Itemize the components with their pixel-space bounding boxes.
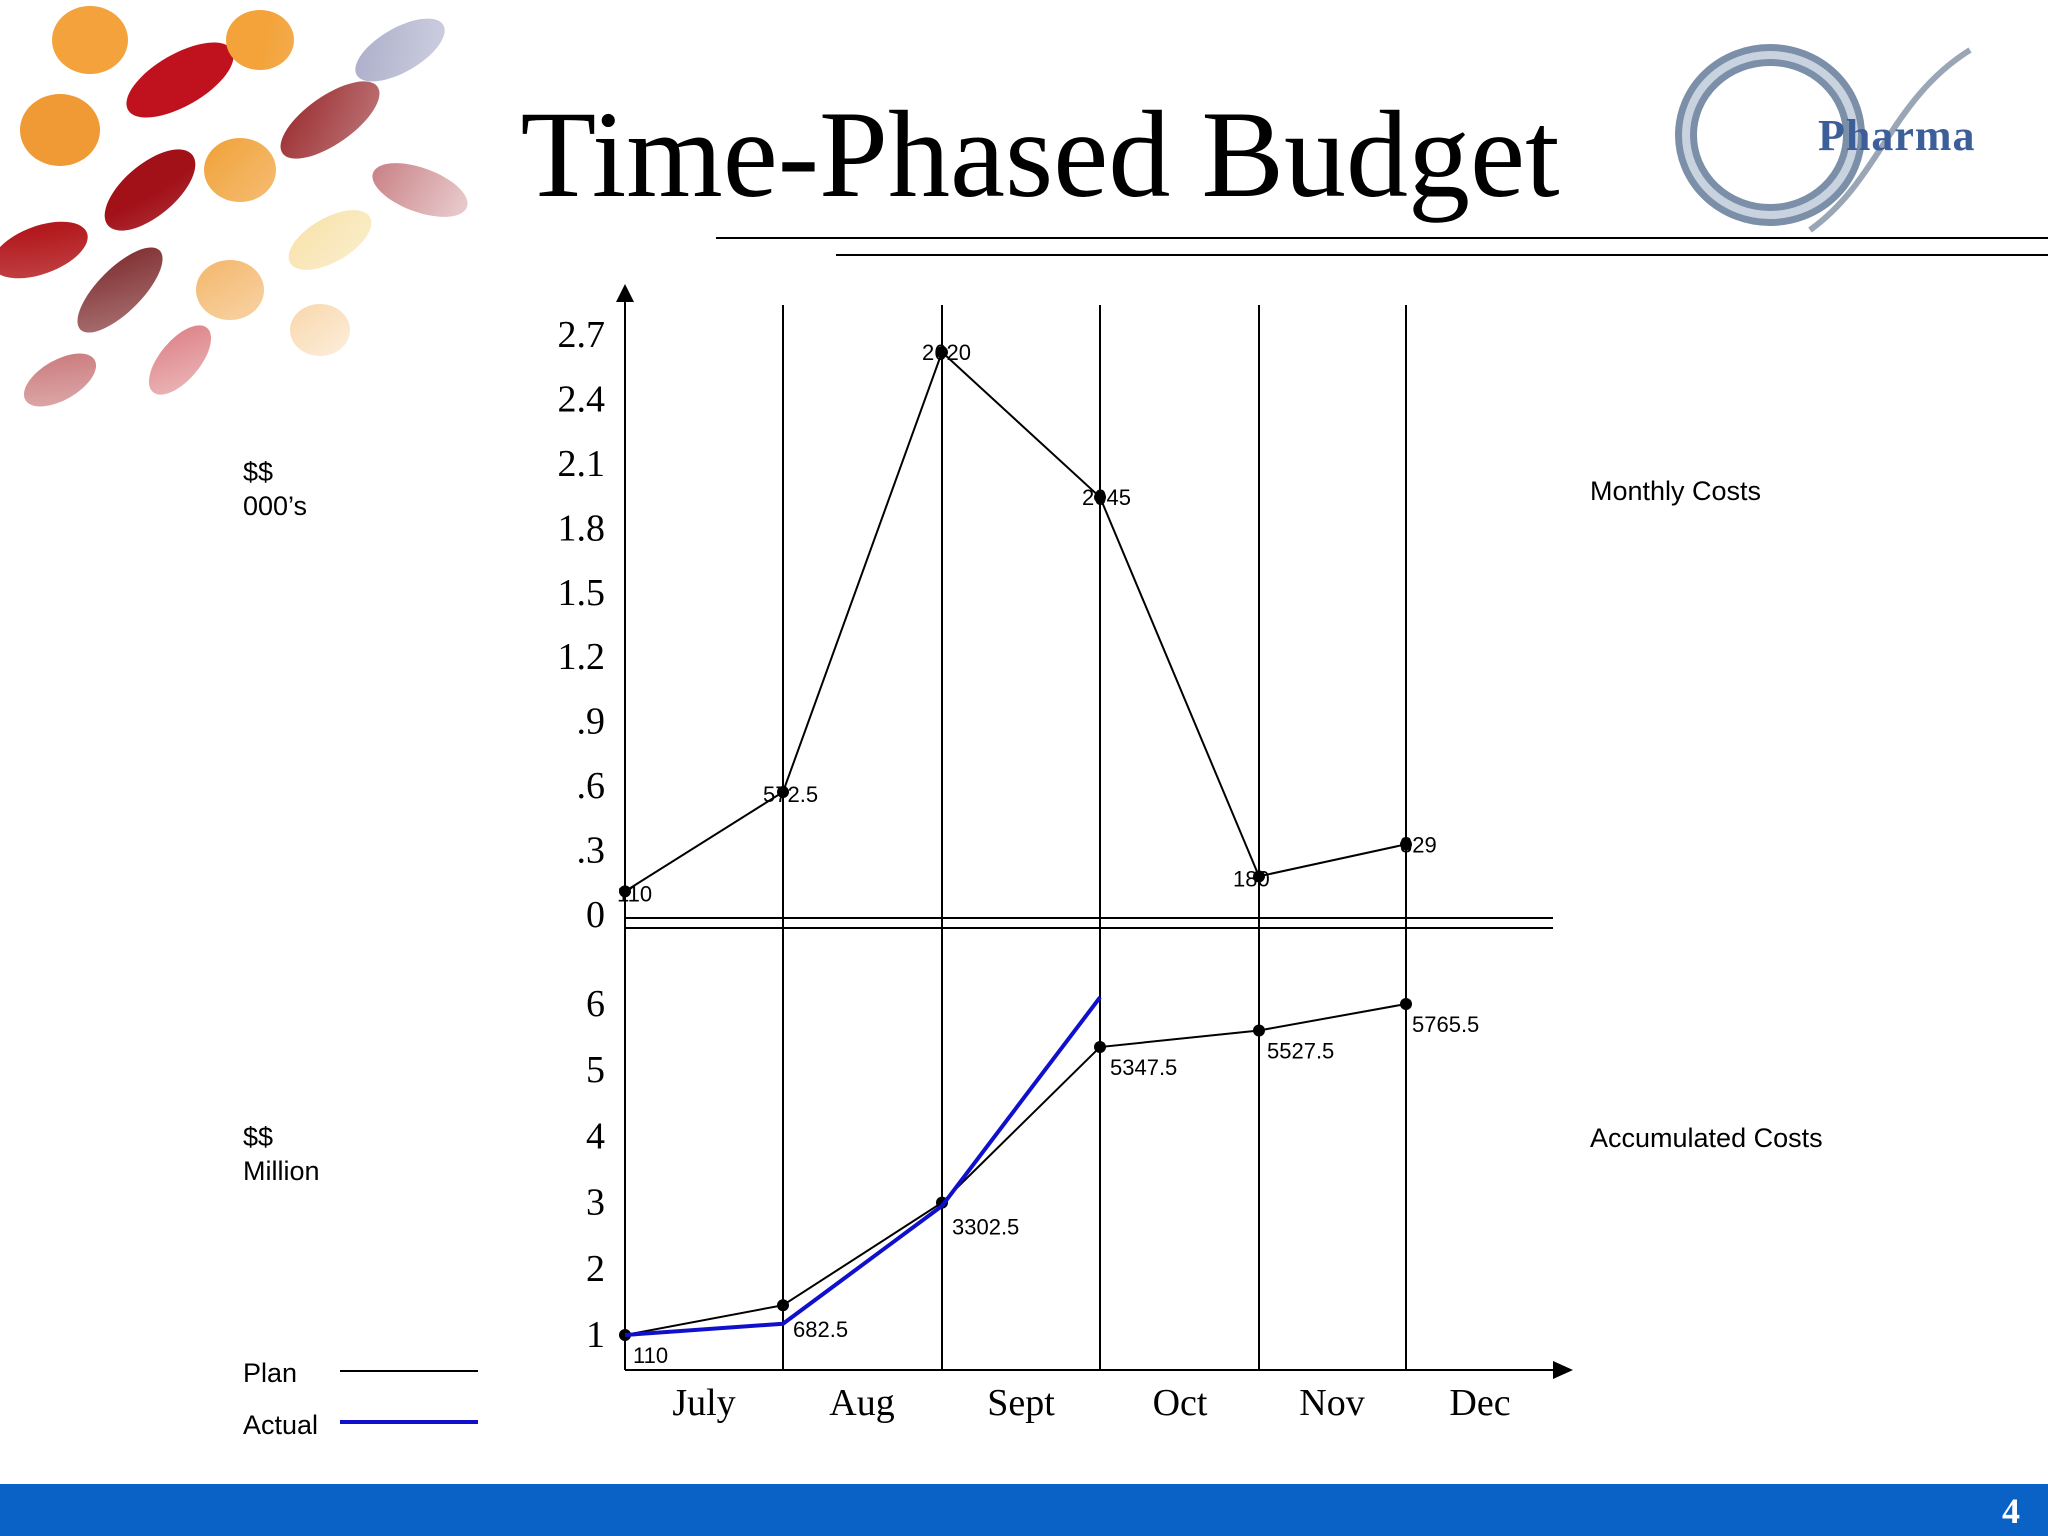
y-tick-label-monthly: 2.7: [558, 314, 606, 356]
top-unit-line-1: $$: [243, 457, 274, 487]
y-tick-label-accumulated: 6: [586, 983, 605, 1025]
monthly-plan-point: [1094, 491, 1106, 504]
accumulated-data-label: 5765.5: [1412, 1012, 1479, 1037]
y-axis-arrow: [616, 284, 634, 302]
x-category-label: Oct: [1153, 1382, 1208, 1424]
bottom-unit-line-1: $$: [243, 1122, 274, 1152]
accumulated-costs-label: Accumulated Costs: [1590, 1123, 1823, 1153]
page-number: 4: [2002, 1491, 2020, 1531]
title-rule-bottom: [836, 254, 2048, 256]
y-tick-label-monthly: 1.8: [558, 507, 606, 549]
x-category-label: Dec: [1449, 1382, 1510, 1424]
top-unit-line-2: 000’s: [243, 491, 308, 521]
x-category-label: Nov: [1299, 1382, 1364, 1424]
y-tick-label-accumulated: 1: [586, 1314, 605, 1356]
monthly-plan-point: [777, 786, 789, 799]
accumulated-plan-line: [624, 1003, 1407, 1336]
bottom-unit-label: $$ Million: [243, 1120, 320, 1188]
monthly-plan-line: [624, 350, 1407, 893]
x-category-label: Aug: [829, 1382, 894, 1424]
pills-image: [0, 0, 600, 520]
y-tick-label-accumulated: 2: [586, 1248, 605, 1290]
legend-actual-line: [340, 1420, 478, 1424]
monthly-plan-point: [619, 885, 631, 898]
monthly-data-label: 2620: [922, 340, 971, 365]
y-tick-label-monthly: .6: [577, 765, 606, 807]
y-tick-label-monthly: 0: [586, 894, 605, 936]
y-tick-label-accumulated: 5: [586, 1049, 605, 1091]
accumulated-data-label: 3302.5: [952, 1215, 1019, 1240]
y-tick-label-monthly: 1.2: [558, 636, 606, 678]
monthly-plan-point: [1253, 870, 1265, 883]
accumulated-data-label: 5527.5: [1267, 1038, 1334, 1063]
accumulated-data-label: 682.5: [793, 1317, 848, 1342]
accumulated-actual-line: [624, 996, 1102, 1337]
time-phased-chart: 0 .3 .6 .9 1.2 1.5 1.8 2.1 2.4 2.7 1 2 3 4 5 6 July Aug Se…: [558, 284, 1573, 1424]
monthly-data-label: 572.5: [763, 782, 818, 807]
monthly-data-label: 180: [1233, 866, 1270, 891]
slide-title: Time-Phased Budget: [520, 86, 1560, 223]
y-tick-label-monthly: .9: [577, 701, 606, 743]
logo-text: Pharma: [1818, 111, 1976, 160]
monthly-data-label: 110: [617, 881, 652, 906]
x-axis-arrow: [1553, 1361, 1573, 1379]
top-unit-label: $$ 000’s: [243, 455, 307, 523]
y-tick-label-accumulated: 3: [586, 1182, 605, 1224]
x-category-label: Sept: [987, 1382, 1055, 1424]
monthly-plan-point: [936, 346, 948, 359]
y-tick-label-monthly: .3: [577, 830, 606, 872]
legend-actual-label: Actual: [243, 1410, 319, 1440]
y-tick-label-monthly: 1.5: [558, 572, 606, 614]
y-tick-label-accumulated: 4: [586, 1115, 605, 1157]
accumulated-plan-point: [1253, 1024, 1265, 1037]
x-category-label: July: [672, 1382, 735, 1424]
bottom-unit-line-2: Million: [243, 1156, 320, 1186]
title-rule-top: [716, 237, 2048, 239]
accumulated-plan-point: [777, 1299, 789, 1312]
accumulated-plan-point: [1094, 1041, 1106, 1054]
monthly-data-label: 329: [1400, 832, 1437, 857]
y-tick-label-monthly: 2.4: [558, 378, 606, 420]
company-logo: [1675, 44, 1972, 233]
legend-plan-label: Plan: [243, 1358, 298, 1388]
legend-plan-line: [340, 1370, 478, 1372]
monthly-costs-label: Monthly Costs: [1590, 476, 1762, 506]
monthly-plan-point: [1400, 838, 1412, 851]
monthly-data-label: 2045: [1082, 485, 1131, 510]
accumulated-plan-point: [1400, 998, 1412, 1010]
accumulated-data-label: 5347.5: [1110, 1055, 1177, 1080]
accumulated-data-label: 110: [633, 1343, 668, 1368]
footer-bar: 4: [0, 1484, 2048, 1536]
y-tick-label-monthly: 2.1: [558, 443, 606, 485]
